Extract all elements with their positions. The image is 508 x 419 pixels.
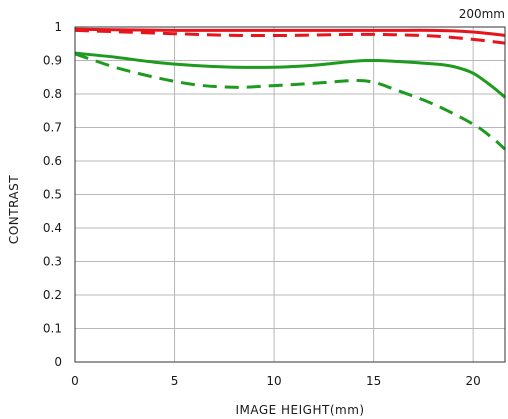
- y-tick-label: 1: [54, 20, 62, 34]
- y-tick-label: 0.8: [43, 87, 62, 101]
- series-layer: [74, 27, 507, 151]
- mtf-series-1: [74, 27, 506, 37]
- y-tick-label: 0.2: [43, 288, 62, 302]
- y-tick-label: 0: [54, 355, 62, 369]
- y-tick-label: 0.5: [43, 188, 62, 202]
- plot-frame: [74, 26, 506, 363]
- y-tick-label: 0.9: [43, 54, 62, 68]
- x-tick-label: 0: [71, 374, 79, 388]
- y-tick-label: 0.7: [43, 121, 62, 135]
- x-axis-label: IMAGE HEIGHT(mm): [235, 403, 364, 417]
- mtf-series-4: [74, 52, 507, 151]
- x-tick-label: 15: [366, 374, 381, 388]
- y-tick-label: 0.3: [43, 255, 62, 269]
- x-tick-label: 10: [266, 374, 281, 388]
- focal-length-label: 200mm: [459, 7, 505, 21]
- x-tick-label: 5: [171, 374, 179, 388]
- x-tick-labels: 0 5 10 15 20: [71, 374, 481, 388]
- y-axis-label: CONTRAST: [7, 175, 21, 244]
- x-tick-label: 20: [466, 374, 481, 388]
- y-tick-label: 0.6: [43, 154, 62, 168]
- mtf-series-2: [74, 28, 506, 45]
- y-tick-label: 0.4: [43, 221, 62, 235]
- grid: [75, 27, 505, 362]
- mtf-series-3: [74, 51, 506, 99]
- y-tick-labels: 0 0.1 0.2 0.3 0.4 0.5 0.6 0.7 0.8 0.9 1: [43, 20, 62, 369]
- y-tick-label: 0.1: [43, 322, 62, 336]
